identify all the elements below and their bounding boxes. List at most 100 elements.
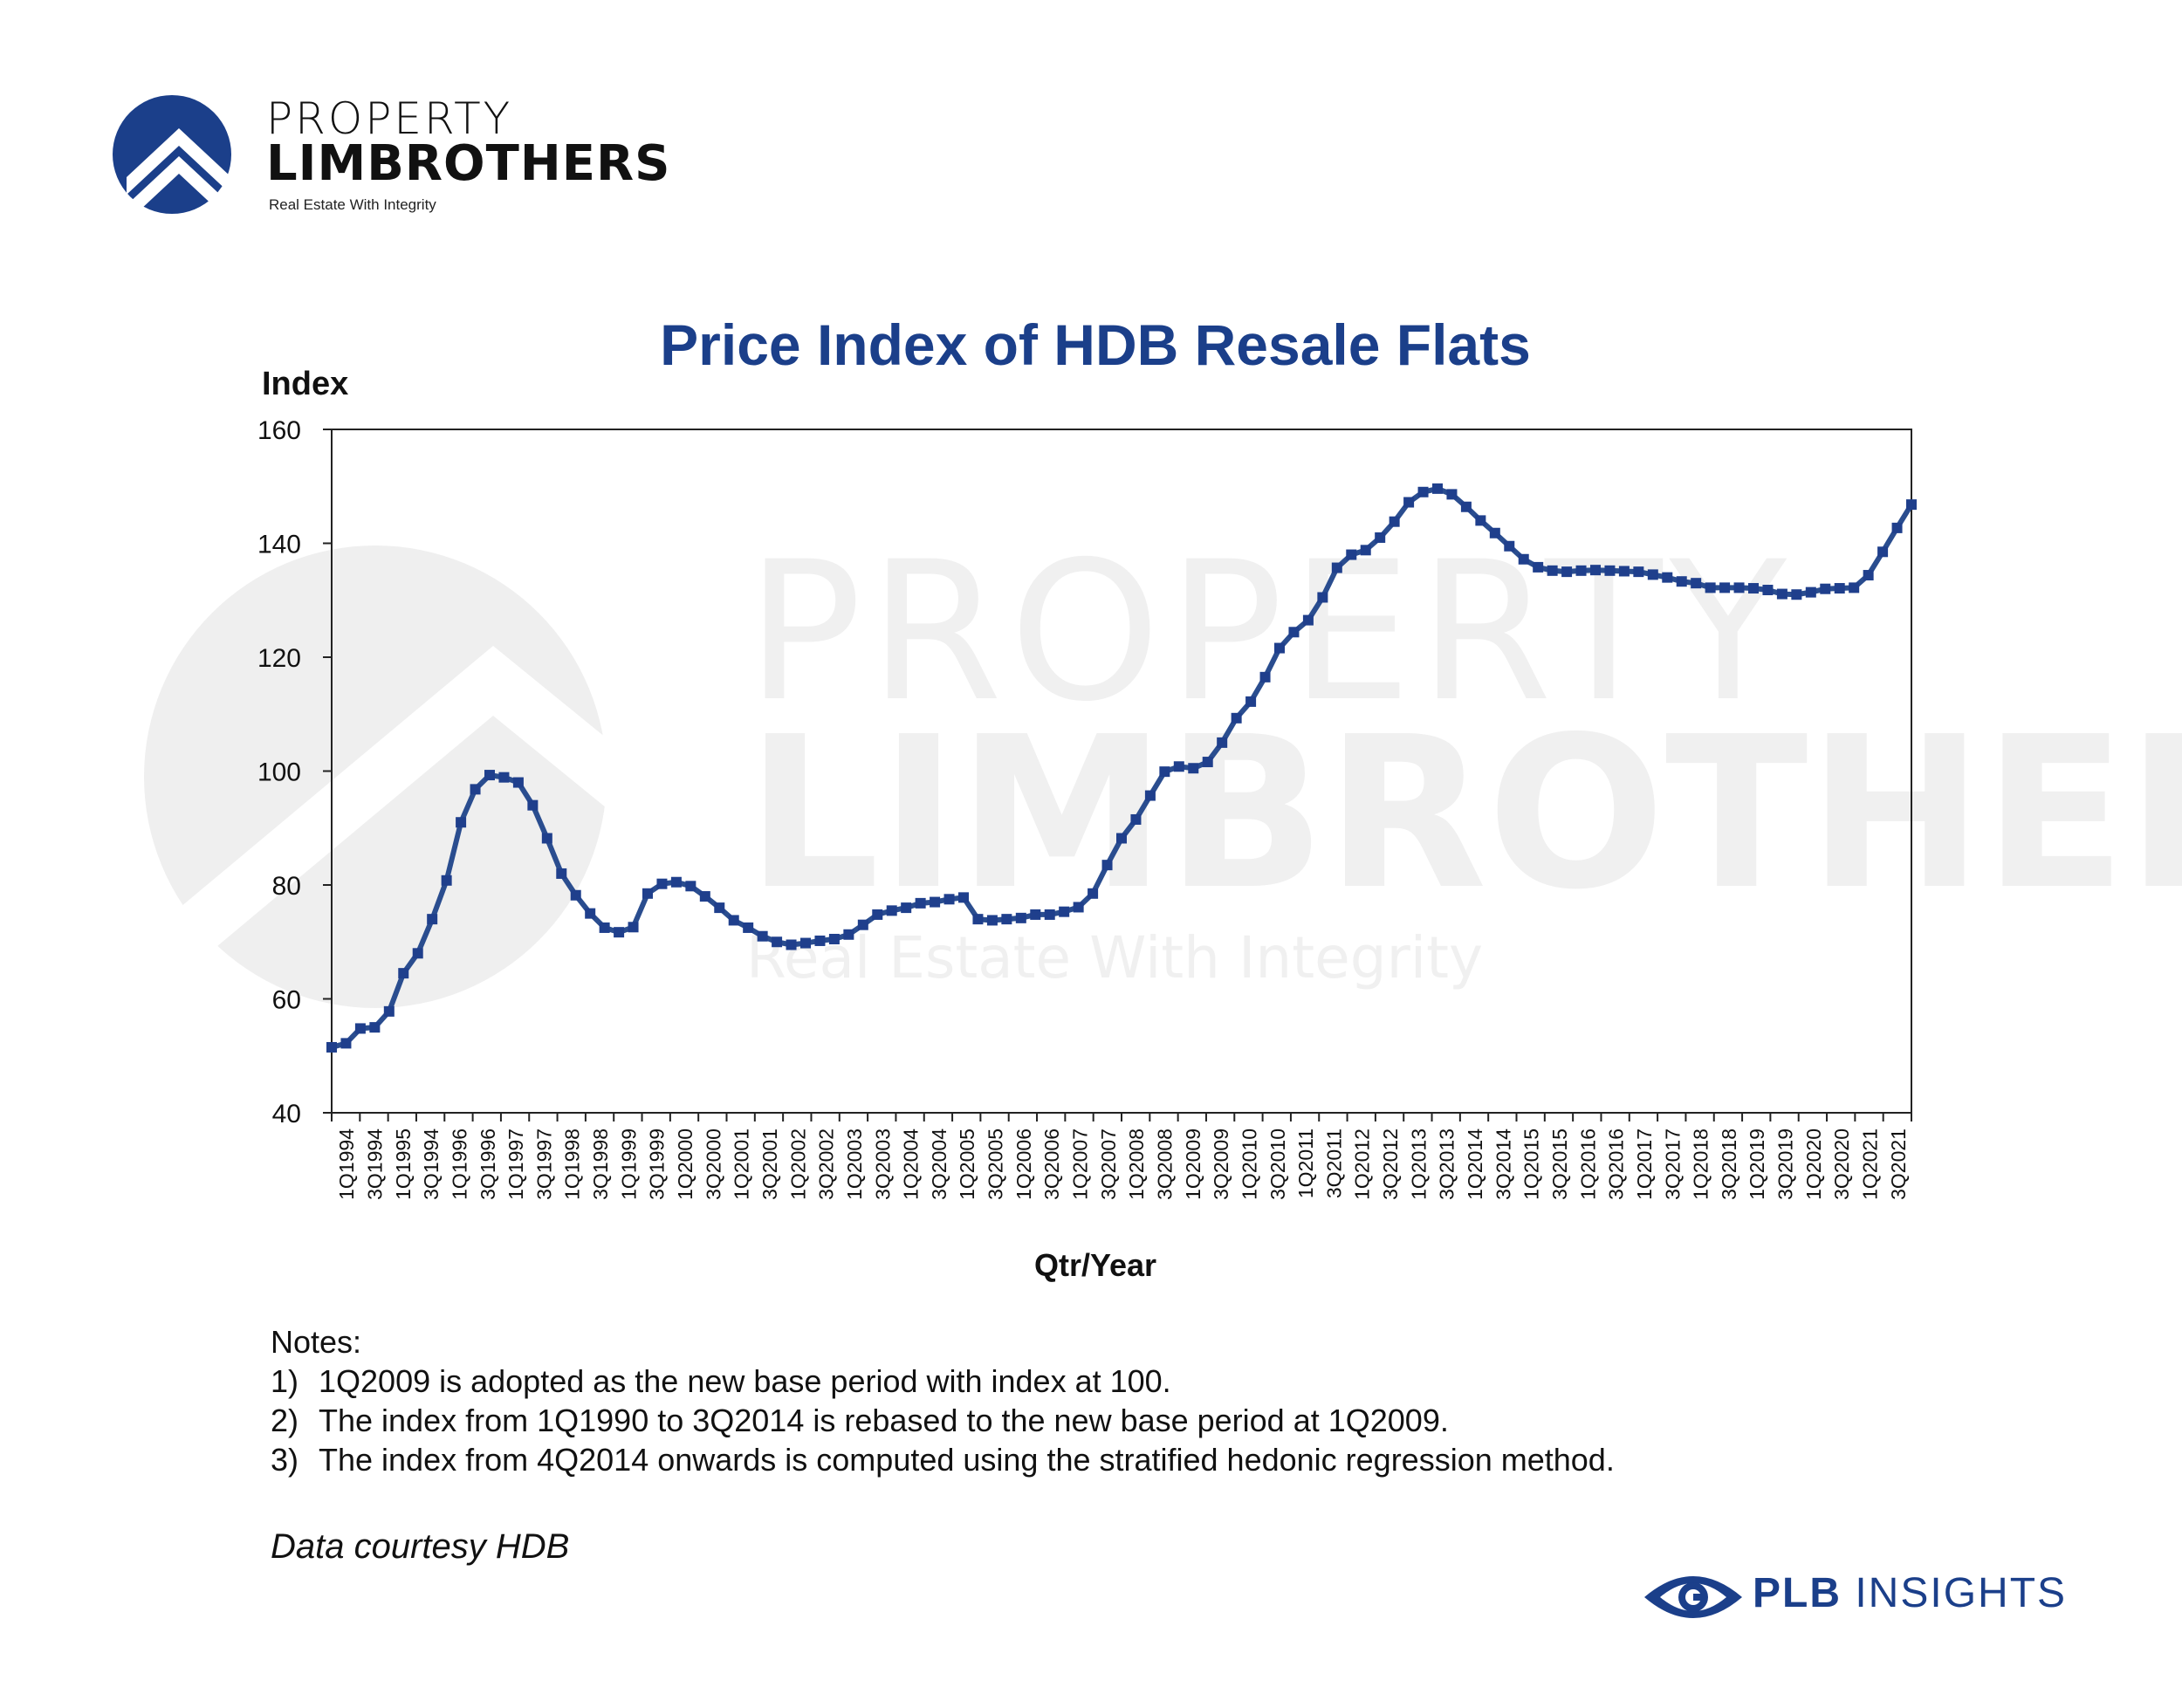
data-point (326, 1041, 337, 1053)
x-tick-label: 3Q2016 (1605, 1128, 1628, 1200)
x-tick-label: 1Q2000 (674, 1128, 696, 1200)
x-tick-label: 1Q1995 (392, 1128, 415, 1200)
data-point (1360, 545, 1371, 556)
x-tick-label: 1Q1998 (561, 1128, 584, 1200)
data-point (656, 878, 668, 889)
x-tick-label: 3Q2006 (1040, 1128, 1063, 1200)
x-tick-label: 1Q1997 (504, 1128, 527, 1200)
data-point (857, 919, 868, 930)
data-point (1518, 553, 1529, 565)
data-point (699, 891, 710, 902)
data-point (1059, 906, 1070, 917)
series-line (326, 483, 1917, 1053)
data-point (1030, 909, 1041, 920)
data-point (743, 922, 754, 933)
data-point (383, 1005, 395, 1017)
x-tick-label: 3Q1994 (420, 1128, 443, 1200)
data-point (570, 889, 581, 901)
data-point (441, 875, 452, 886)
x-tick-label: 3Q2014 (1492, 1128, 1514, 1200)
data-point (1533, 561, 1544, 573)
data-point (1432, 483, 1443, 494)
y-tick-label: 160 (257, 416, 301, 445)
data-point (1245, 696, 1257, 707)
data-point (1231, 712, 1242, 724)
data-point (930, 896, 941, 908)
x-tick-label: 3Q1999 (646, 1128, 669, 1200)
x-tick-label: 1Q2013 (1407, 1128, 1430, 1200)
notes: Notes: 1) 1Q2009 is adopted as the new ba… (271, 1322, 1615, 1479)
x-tick-label: 3Q2017 (1661, 1128, 1684, 1200)
data-point (1676, 576, 1687, 587)
data-point (1188, 763, 1199, 774)
data-point (1776, 588, 1787, 600)
y-axis: 40 60 80 100 120 140 160 (257, 416, 332, 1128)
x-axis-label: Qtr/Year (1034, 1247, 1156, 1283)
data-point (556, 868, 567, 879)
note-number: 1) (271, 1363, 299, 1399)
x-tick-label: 3Q2009 (1210, 1128, 1232, 1200)
data-point (670, 876, 682, 888)
x-tick-label: 1Q2014 (1464, 1128, 1486, 1200)
data-point (1101, 860, 1113, 871)
note-2: 2) The index from 1Q1990 to 3Q2014 is reb… (271, 1401, 1615, 1440)
data-point (427, 914, 438, 925)
data-point (1475, 515, 1486, 526)
data-point (714, 902, 725, 914)
note-text: The index from 1Q1990 to 3Q2014 is rebas… (319, 1403, 1449, 1438)
x-tick-label: 3Q1998 (589, 1128, 612, 1200)
data-point (1375, 532, 1386, 543)
data-point (958, 892, 969, 903)
x-tick-label: 3Q1994 (363, 1128, 386, 1200)
note-number: 3) (271, 1442, 299, 1478)
data-point (1403, 497, 1415, 508)
data-point (886, 905, 897, 916)
data-point (1015, 912, 1026, 923)
data-point (1590, 565, 1601, 576)
watermark-line1: PROPERTY (746, 520, 1794, 744)
x-tick-label: 1Q2008 (1125, 1128, 1148, 1200)
data-point (1460, 501, 1472, 512)
y-tick-label: 120 (257, 644, 301, 673)
plb-bold: PLB (1753, 1570, 1842, 1616)
data-point (484, 770, 495, 781)
x-tick-label: 1Q2019 (1746, 1128, 1768, 1200)
data-point (1144, 790, 1156, 801)
x-tick-label: 1Q2011 (1294, 1128, 1317, 1198)
data-point (757, 930, 768, 942)
data-point (340, 1038, 352, 1049)
data-point (943, 894, 955, 905)
data-point (614, 927, 625, 938)
x-tick-label: 1Q1996 (448, 1128, 470, 1200)
data-point (728, 915, 739, 926)
data-point (843, 929, 854, 940)
data-point (1834, 583, 1845, 594)
note-3: 3) The index from 4Q2014 onwards is compu… (271, 1440, 1615, 1479)
note-text: The index from 4Q2014 onwards is compute… (319, 1442, 1615, 1478)
data-point (986, 915, 998, 926)
data-point (1088, 888, 1099, 899)
data-point (872, 909, 883, 920)
x-tick-label: 1Q2010 (1238, 1128, 1260, 1200)
data-point (800, 937, 811, 949)
data-point (1863, 570, 1874, 581)
data-point (541, 833, 552, 844)
data-point (1217, 737, 1228, 748)
x-tick-label: 1Q2001 (731, 1128, 753, 1200)
data-point (1389, 516, 1400, 527)
data-point (814, 935, 826, 946)
data-point (772, 936, 783, 948)
eye-icon (1644, 1576, 1742, 1618)
x-tick-label: 3Q2010 (1266, 1128, 1289, 1200)
y-tick-label: 140 (257, 531, 301, 559)
data-source-credit: Data courtesy HDB (271, 1527, 570, 1566)
data-point (456, 817, 467, 828)
notes-heading: Notes: (271, 1324, 362, 1360)
note-text: 1Q2009 is adopted as the new base period… (319, 1363, 1171, 1399)
x-tick-label: 1Q2004 (900, 1128, 923, 1200)
y-tick-label: 60 (272, 986, 301, 1015)
brand-name-line1: PROPERTY (266, 93, 513, 144)
data-point (354, 1023, 366, 1034)
y-tick-label: 40 (272, 1100, 301, 1128)
